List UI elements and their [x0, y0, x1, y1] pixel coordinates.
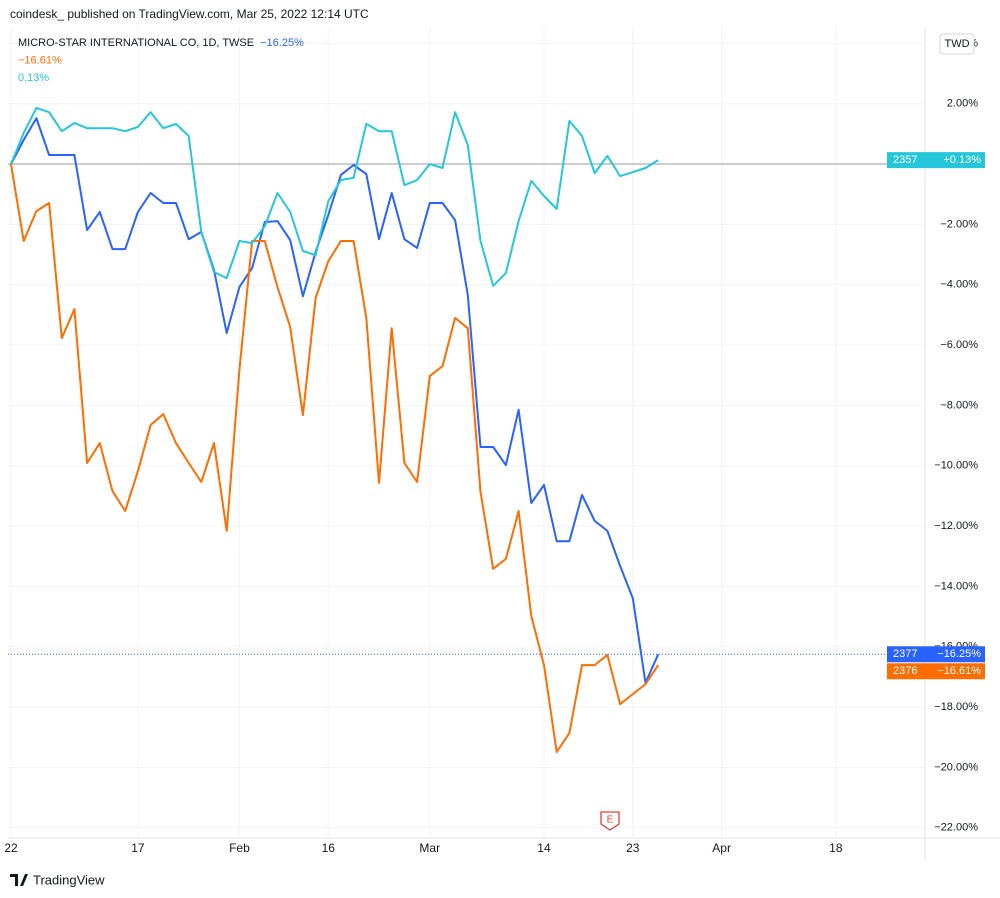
x-tick-label: 17 [131, 841, 145, 855]
header: coindesk_ published on TradingView.com, … [10, 7, 369, 21]
series-line [10, 163, 660, 753]
price-tag-change: −16.25% [937, 648, 981, 660]
y-tick-label: −14.00% [934, 580, 978, 592]
footer: TradingView [33, 872, 105, 887]
legend-value: −16.61% [18, 54, 62, 66]
x-tick-label: 16 [322, 841, 336, 855]
logo-icon [10, 874, 28, 886]
x-tick-label: Mar [419, 841, 440, 855]
x-tick-label: Feb [229, 841, 250, 855]
x-tick-label: 23 [626, 841, 640, 855]
price-tag [887, 663, 985, 680]
legend-name: MICRO-STAR INTERNATIONAL CO, 1D, TWSE [18, 37, 254, 49]
legend-value: −16.25% [260, 37, 304, 49]
y-tick-label: −12.00% [934, 520, 978, 532]
y-tick-label: −20.00% [934, 761, 978, 773]
y-tick-label: 2.00% [947, 98, 978, 110]
series-line [10, 106, 659, 287]
price-tag-change: −16.61% [937, 665, 981, 677]
earnings-label: E [607, 815, 614, 826]
price-tag [887, 646, 985, 663]
y-tick-label: −2.00% [940, 218, 978, 230]
x-tick-label: 18 [829, 841, 843, 855]
price-tag [887, 152, 985, 169]
y-tick-label: −10.00% [934, 460, 978, 472]
currency-box [939, 33, 975, 55]
x-tick-label: 22 [4, 841, 18, 855]
y-tick-label: −18.00% [934, 701, 978, 713]
y-tick-label: −22.00% [934, 822, 978, 834]
price-tag-price: 2377 [893, 648, 917, 660]
overlay: 4.00%2.00%−2.00%−4.00%−6.00%−8.00%−10.00… [4, 37, 985, 855]
price-tag-change: +0.13% [943, 154, 981, 166]
earnings-marker: E [600, 811, 620, 831]
footer-logo: TradingView [10, 872, 105, 887]
price-tag-price: 2357 [893, 154, 917, 166]
y-tick-label: −6.00% [940, 339, 978, 351]
earnings-icon [600, 811, 620, 831]
x-tick-label: Apr [712, 841, 731, 855]
plot [8, 28, 925, 838]
y-tick-label: −4.00% [940, 279, 978, 291]
price-tag-price: 2376 [893, 665, 917, 677]
series-line [10, 117, 660, 684]
legend-value: 0.13% [18, 72, 49, 84]
x-tick-label: 14 [537, 841, 551, 855]
y-tick-label: −8.00% [940, 399, 978, 411]
currency: TWD [944, 38, 969, 50]
